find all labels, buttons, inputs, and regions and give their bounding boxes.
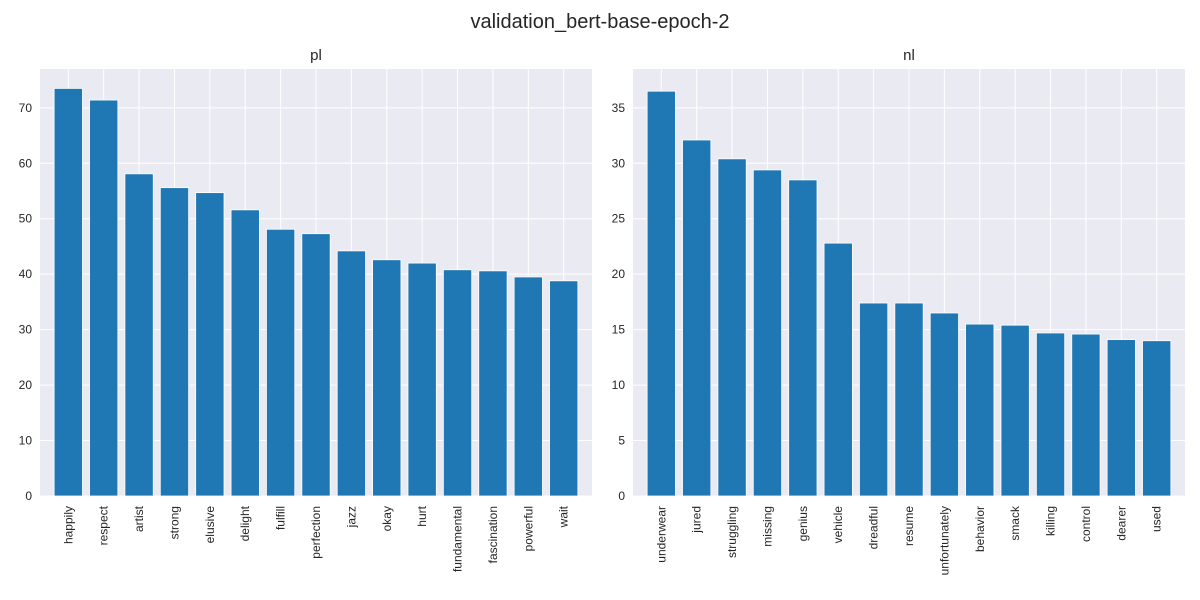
y-tick-label: 0: [618, 489, 625, 503]
x-tick-label: fundamental: [451, 506, 465, 572]
bar-fulfill: [266, 228, 296, 497]
y-tick-label: 15: [612, 323, 626, 337]
x-tick-label: jazz: [344, 506, 358, 528]
bar-powerful: [513, 276, 543, 497]
x-tick-label: underwear: [654, 506, 668, 563]
y-tick-label: 60: [19, 156, 33, 170]
bar-dearer: [1106, 339, 1136, 497]
bar-strong: [159, 187, 190, 497]
x-tick-label: dreadful: [867, 506, 881, 549]
x-tick-label: fascination: [486, 506, 500, 563]
x-tick-label: artist: [132, 505, 146, 532]
bar-perfection: [301, 233, 331, 497]
y-tick-label: 25: [612, 212, 626, 226]
x-tick-label: elusive: [203, 506, 217, 544]
bar-genius: [788, 179, 818, 497]
x-tick-label: resume: [902, 506, 916, 546]
chart-title-pl: pl: [310, 47, 322, 64]
figure-title: validation_bert-base-epoch-2: [470, 11, 729, 33]
bar-artist: [124, 173, 154, 497]
bar-wait: [549, 280, 579, 497]
x-tick-label: wait: [557, 505, 571, 528]
x-tick-label: dearer: [1114, 506, 1128, 541]
bar-resume: [894, 302, 924, 497]
bar-jured: [682, 139, 712, 497]
bar-killing: [1035, 332, 1066, 497]
y-tick-label: 40: [19, 267, 33, 281]
bar-control: [1071, 333, 1101, 497]
bar-fundamental: [442, 269, 473, 497]
x-tick-label: happily: [61, 506, 75, 544]
x-tick-label: fulfill: [274, 506, 288, 530]
x-tick-label: behavior: [973, 506, 987, 552]
y-tick-label: 10: [19, 434, 33, 448]
bar-unfortunately: [929, 312, 959, 497]
x-tick-label: respect: [97, 505, 111, 545]
bar-fascination: [478, 270, 508, 497]
chart-panel-nl: nl 0 5 10 15 20 25 30 35 underwear jured strugglin…: [612, 47, 1185, 575]
y-tick-label: 5: [618, 434, 625, 448]
x-tick-label: control: [1079, 506, 1093, 542]
chart-title-nl: nl: [903, 47, 915, 64]
bar-hurt: [407, 262, 437, 497]
bar-elusive: [195, 192, 225, 497]
x-tick-label: strong: [167, 506, 181, 539]
y-tick-label: 30: [612, 156, 626, 170]
bar-happily: [53, 88, 83, 497]
bar-vehicle: [823, 242, 853, 497]
bar-missing: [752, 169, 783, 497]
bar-underwear: [646, 90, 676, 497]
y-tick-label: 0: [25, 489, 32, 503]
x-tick-label: powerful: [521, 506, 535, 551]
bar-smack: [1000, 324, 1030, 497]
chart-panel-pl: pl 0 10 20 30 40 50 60 70 happily respect artist st…: [19, 47, 592, 572]
bar-struggling: [717, 158, 747, 497]
x-tick-label: genius: [796, 506, 810, 541]
x-tick-label: perfection: [309, 506, 323, 559]
x-tick-label: smack: [1008, 505, 1022, 541]
bar-delight: [230, 209, 260, 497]
bar-behavior: [965, 323, 995, 497]
x-tick-label: unfortunately: [937, 506, 951, 575]
x-tick-label: killing: [1044, 506, 1058, 536]
y-tick-label: 70: [19, 101, 33, 115]
x-tick-label: okay: [380, 506, 394, 531]
y-tick-label: 35: [612, 101, 626, 115]
bar-used: [1142, 340, 1172, 497]
x-tick-label: jured: [690, 506, 704, 534]
x-tick-label: missing: [760, 506, 774, 547]
bar-dreadful: [859, 302, 889, 497]
x-tick-label: struggling: [725, 506, 739, 558]
y-tick-label: 50: [19, 212, 33, 226]
y-tick-label: 30: [19, 323, 33, 337]
x-tick-label: used: [1150, 506, 1164, 532]
bar-jazz: [336, 250, 366, 497]
bar-okay: [372, 259, 402, 497]
y-tick-label: 10: [612, 378, 626, 392]
y-tick-label: 20: [19, 378, 33, 392]
x-tick-label: vehicle: [831, 506, 845, 544]
x-tick-label: hurt: [415, 505, 429, 526]
y-tick-label: 20: [612, 267, 626, 281]
bar-respect: [89, 99, 119, 497]
x-tick-label: delight: [238, 505, 252, 541]
